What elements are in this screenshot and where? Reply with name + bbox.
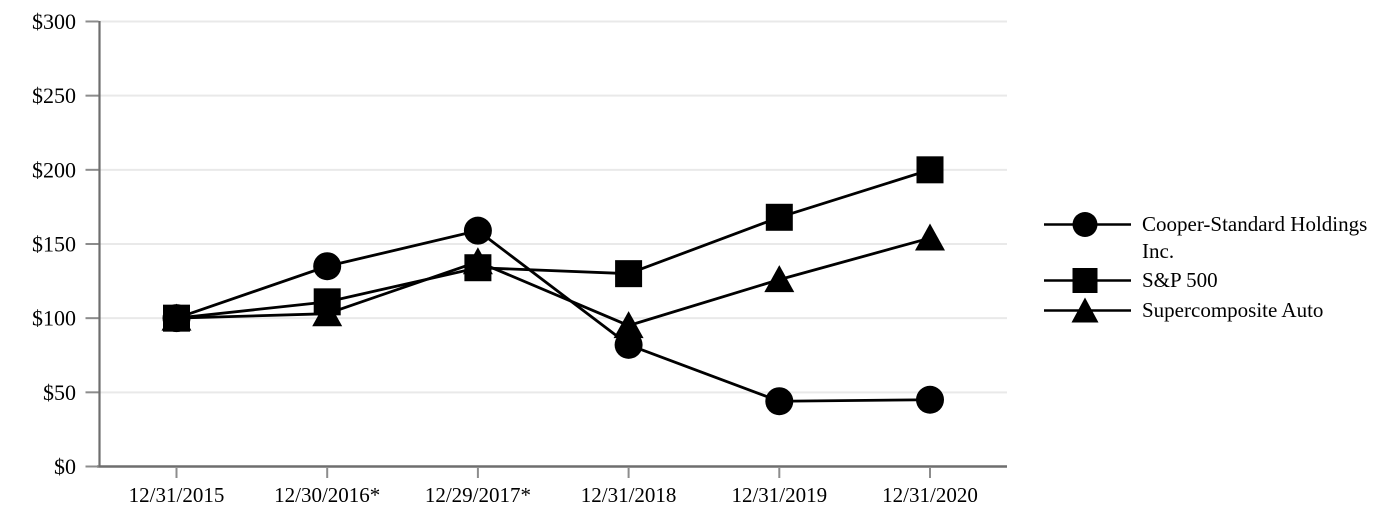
- legend-triangle-marker-icon: [1044, 297, 1131, 323]
- y-axis-tick-label: $250: [32, 83, 76, 108]
- series-line: [176, 236, 931, 328]
- x-axis-tick-label: 12/31/2018: [581, 483, 677, 507]
- y-axis-tick-label: $0: [54, 454, 76, 479]
- x-axis-tick-label: 12/29/2017*: [425, 483, 531, 507]
- data-point-circle: [916, 385, 944, 414]
- series-square: [163, 156, 944, 332]
- series-triangle: [161, 223, 945, 339]
- data-point-square: [615, 260, 643, 288]
- chart-legend: Cooper-Standard Holdings Inc. S&P 500 Su…: [1040, 211, 1380, 325]
- series-line: [176, 168, 931, 320]
- x-axis-tick-label: 12/30/2016*: [274, 483, 380, 507]
- x-axis-tick-label: 12/31/2019: [731, 483, 827, 507]
- data-point-square: [163, 304, 190, 332]
- data-point-circle: [765, 387, 794, 416]
- y-axis-tick-label: $150: [32, 231, 76, 256]
- legend-item-supercomposite-auto: Supercomposite Auto: [1040, 297, 1380, 325]
- data-point-circle: [313, 252, 342, 281]
- x-axis-tick-label: 12/31/2020: [882, 483, 978, 507]
- data-point-triangle: [915, 223, 945, 251]
- data-point-circle: [614, 330, 643, 359]
- y-axis-tick-label: $100: [32, 306, 76, 331]
- y-axis-tick-label: $200: [32, 157, 76, 182]
- legend-item-sp500: S&P 500: [1040, 267, 1380, 295]
- data-point-triangle: [764, 265, 795, 293]
- legend-square-marker-icon: [1044, 268, 1131, 293]
- y-axis-tick-label: $50: [43, 380, 76, 405]
- legend-label-cooper-standard: Cooper-Standard Holdings Inc.: [1142, 212, 1368, 263]
- x-axis-tick-label: 12/31/2015: [129, 483, 225, 507]
- legend-circle-marker-icon: [1044, 212, 1131, 237]
- data-point-square: [916, 156, 944, 184]
- legend-item-cooper-standard: Cooper-Standard Holdings Inc.: [1040, 211, 1380, 265]
- y-axis-tick-label: $300: [32, 9, 76, 34]
- series-line: [176, 229, 931, 403]
- data-point-square: [765, 203, 793, 231]
- data-point-triangle: [613, 311, 644, 339]
- data-point-circle: [463, 216, 492, 245]
- data-point-square: [313, 288, 341, 316]
- legend-label-supercomposite-auto: Supercomposite Auto: [1142, 298, 1324, 322]
- legend-label-sp500: S&P 500: [1142, 268, 1218, 292]
- data-point-square: [464, 254, 492, 282]
